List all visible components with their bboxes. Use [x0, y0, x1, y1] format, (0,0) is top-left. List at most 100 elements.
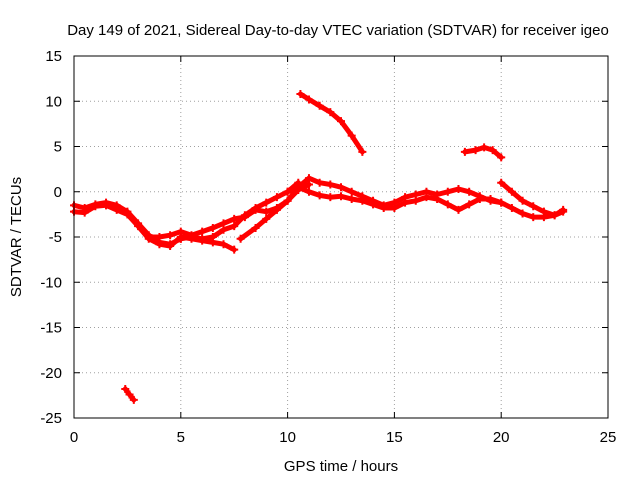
y-tick-label: -25 [40, 410, 62, 427]
data-point [121, 385, 130, 394]
axis-ticks: 0 5 10 15 20 25 -25 -20 -15 -10 -5 0 5 10 15 [40, 48, 616, 446]
data-point [326, 108, 335, 117]
series-line [462, 144, 504, 160]
data-point [304, 95, 313, 104]
data-point [208, 233, 217, 241]
series-line [498, 180, 566, 218]
data-point [497, 198, 506, 207]
y-tick-label: 15 [45, 48, 62, 65]
data-point [102, 201, 111, 210]
x-tick-label: 0 [70, 429, 78, 446]
data-point [337, 117, 345, 126]
data-point [230, 214, 239, 223]
data-point [262, 214, 271, 223]
data-point [296, 90, 305, 99]
data-point [347, 131, 356, 140]
data-point [272, 193, 281, 202]
data-point [304, 174, 313, 183]
series-arc-7 [296, 90, 367, 156]
data-point [488, 146, 497, 155]
data-point [480, 143, 489, 152]
data-point [155, 240, 164, 249]
data-point [123, 210, 132, 219]
data-point [198, 234, 207, 243]
data-point [91, 202, 100, 211]
data-point [144, 233, 153, 241]
data-point [460, 147, 469, 156]
data-point [176, 234, 185, 243]
data-point [219, 240, 228, 249]
series-arc-1 [70, 198, 185, 249]
data-point [433, 194, 442, 203]
series-arc-8 [460, 143, 506, 162]
data-point [230, 222, 239, 231]
data-point [251, 204, 260, 213]
data-series [70, 90, 568, 404]
data-point [559, 205, 568, 214]
data-point [294, 183, 303, 192]
data-point [272, 205, 281, 214]
data-point [176, 227, 185, 236]
data-point [379, 204, 388, 213]
data-point [337, 183, 345, 192]
data-point [347, 187, 356, 196]
x-tick-label: 10 [279, 429, 296, 446]
data-point [315, 191, 324, 200]
grid-lines [74, 56, 608, 418]
data-point [230, 245, 239, 254]
data-point [443, 187, 452, 196]
data-point [236, 234, 245, 243]
series-arc-9 [497, 178, 568, 220]
data-point [166, 242, 175, 251]
data-point [486, 194, 495, 203]
data-point [337, 192, 345, 201]
data-point [80, 208, 89, 217]
data-point [262, 207, 271, 216]
y-tick-label: -5 [49, 229, 62, 246]
data-point [471, 146, 480, 155]
data-point [518, 196, 527, 205]
data-point [125, 390, 134, 399]
data-point [369, 200, 378, 209]
x-axis-label: GPS time / hours [284, 458, 398, 475]
y-tick-label: -10 [40, 274, 62, 291]
data-point [129, 395, 138, 404]
y-tick-label: 0 [54, 184, 62, 201]
y-tick-label: 5 [54, 139, 62, 156]
data-point [358, 196, 367, 205]
data-point [304, 187, 313, 196]
data-point [240, 211, 249, 220]
data-point [347, 194, 356, 203]
x-tick-label: 25 [600, 429, 617, 446]
data-point [251, 223, 260, 232]
data-point [219, 225, 228, 234]
data-point [422, 193, 431, 202]
data-point [465, 200, 474, 209]
data-point [507, 187, 516, 196]
data-point [315, 101, 324, 110]
x-tick-label: 5 [177, 429, 185, 446]
data-point [454, 205, 463, 214]
data-point [497, 178, 506, 187]
data-point [550, 211, 559, 220]
data-point [208, 223, 217, 232]
data-point [112, 205, 121, 214]
data-point [539, 207, 548, 216]
x-tick-label: 15 [386, 429, 403, 446]
data-point [315, 178, 324, 187]
data-point [465, 187, 474, 196]
y-tick-label: -20 [40, 365, 62, 382]
data-point [507, 204, 516, 213]
data-point [529, 202, 538, 211]
x-tick-label: 20 [493, 429, 510, 446]
data-point [401, 198, 410, 207]
series-arc-10 [121, 385, 138, 404]
data-point [134, 222, 143, 231]
data-point [326, 180, 335, 189]
data-point [358, 147, 367, 156]
data-point [198, 227, 207, 236]
chart-title: Day 149 of 2021, Sidereal Day-to-day VTE… [67, 22, 609, 39]
data-point [529, 213, 538, 222]
data-point [283, 196, 292, 205]
